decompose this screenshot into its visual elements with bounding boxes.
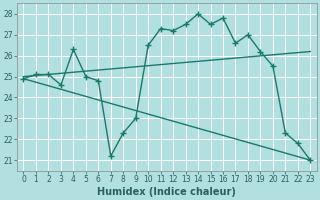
X-axis label: Humidex (Indice chaleur): Humidex (Indice chaleur) bbox=[98, 187, 236, 197]
